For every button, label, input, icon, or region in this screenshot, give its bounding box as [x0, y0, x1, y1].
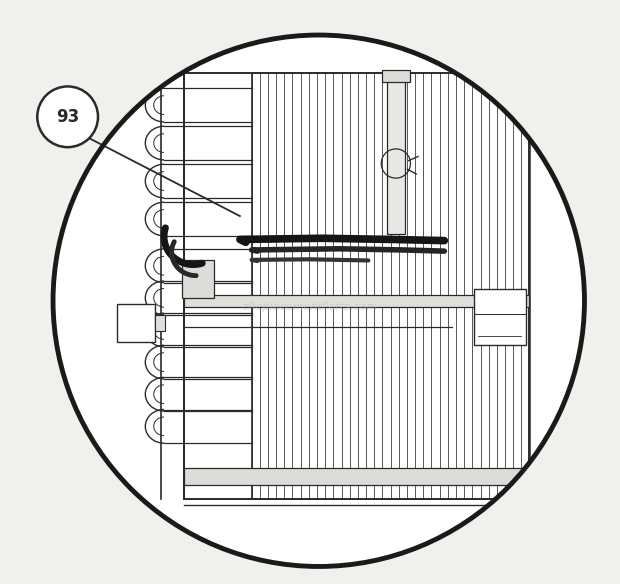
- Circle shape: [37, 86, 98, 147]
- Bar: [474, 289, 526, 345]
- Bar: [386, 73, 405, 234]
- Bar: [117, 304, 155, 342]
- Text: eReplacementParts.com: eReplacementParts.com: [242, 301, 378, 312]
- Bar: [155, 315, 164, 331]
- Bar: [184, 468, 529, 485]
- Bar: [382, 70, 410, 82]
- Text: 93: 93: [56, 108, 79, 126]
- Circle shape: [55, 36, 583, 565]
- Bar: [184, 295, 529, 307]
- Bar: [182, 260, 214, 298]
